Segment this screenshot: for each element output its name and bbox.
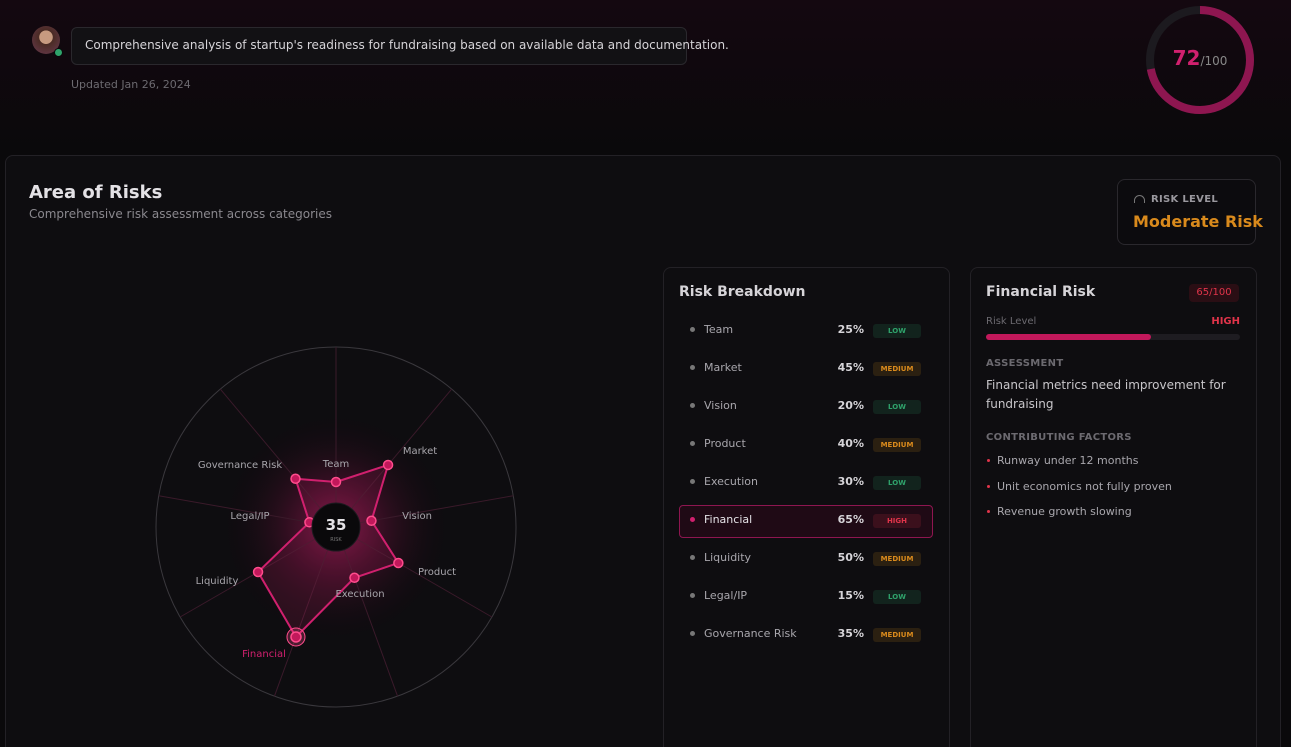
updated: Updated Jan 26, 2024 — [71, 78, 191, 91]
factor: Unit economics not fully proven — [997, 479, 1172, 493]
axis-line — [335, 526, 493, 618]
center-disc — [311, 502, 361, 552]
row-name: Vision — [704, 399, 737, 412]
radar-point — [330, 476, 342, 488]
radar-label: Liquidity — [196, 576, 239, 587]
gauge-icon — [1134, 195, 1145, 203]
assessment-label: ASSESSMENT — [986, 358, 1064, 369]
axis-line — [335, 495, 514, 528]
row-dot — [690, 517, 695, 522]
status-dot — [54, 48, 63, 57]
row-dot — [690, 365, 695, 370]
score-max: /100 — [1200, 54, 1228, 68]
radar-point — [382, 459, 394, 471]
radar-label: Vision — [402, 511, 432, 522]
risks-title: Area of Risks — [29, 182, 163, 203]
level: HIGH — [1211, 316, 1240, 327]
row-name: Legal/IP — [704, 589, 748, 602]
axis-line — [273, 526, 337, 697]
row-dot — [690, 327, 695, 332]
center-value: 35 — [326, 516, 347, 534]
score-ring — [1146, 6, 1254, 114]
factor: Revenue growth slowing — [997, 505, 1132, 518]
row-value: 20% — [837, 399, 864, 412]
radar-point — [349, 572, 360, 583]
risk-level-box — [1117, 179, 1256, 245]
row-value: 65% — [837, 513, 864, 526]
level-label: Risk Level — [986, 316, 1037, 327]
row-dot — [690, 593, 695, 598]
score-text: 72/100 — [1140, 46, 1260, 70]
row-badge: MEDIUM — [873, 362, 921, 376]
row-value: 35% — [837, 627, 864, 640]
radar-shape — [256, 463, 400, 639]
radar-point — [252, 566, 264, 578]
row-badge: MEDIUM — [873, 438, 921, 452]
detail-score: 65/100 — [1189, 284, 1239, 302]
row-value: 15% — [837, 589, 864, 602]
row-dot — [690, 403, 695, 408]
row-value: 50% — [837, 551, 864, 564]
row-dot — [690, 441, 695, 446]
risk-level-value: Moderate Risk — [1133, 212, 1263, 231]
factor-dot — [987, 484, 990, 488]
row-badge: MEDIUM — [873, 552, 921, 566]
radar-label: Governance Risk — [198, 460, 282, 471]
detail-panel — [970, 267, 1257, 747]
row-value: 45% — [837, 361, 864, 374]
radar-label: Execution — [335, 589, 384, 600]
row-value: 25% — [837, 323, 864, 336]
row-name: Governance Risk — [704, 627, 797, 640]
center-label: RISK — [330, 537, 342, 543]
row-highlight — [679, 505, 933, 538]
row-name: Market — [704, 361, 742, 374]
factor: Runway under 12 months — [997, 454, 1139, 467]
radar-label: Legal/IP — [230, 511, 269, 522]
row-badge: HIGH — [873, 514, 921, 528]
axis-line — [219, 388, 337, 528]
axis-line — [335, 388, 453, 528]
score-value: 72 — [1172, 46, 1201, 70]
row-badge: MEDIUM — [873, 628, 921, 642]
row-badge: LOW — [873, 324, 921, 338]
radar-point — [290, 473, 301, 484]
description-box — [71, 27, 687, 65]
risks-subtitle: Comprehensive risk assessment across cat… — [29, 207, 332, 221]
risk-level-label: RISK LEVEL — [1151, 194, 1218, 205]
axis-line — [335, 526, 399, 697]
breakdown-title: Risk Breakdown — [679, 284, 806, 300]
level-bar — [986, 334, 1152, 340]
ring-progress — [1146, 6, 1254, 114]
radar-point — [290, 631, 302, 643]
description: Comprehensive analysis of startup's read… — [85, 38, 729, 52]
row-value: 30% — [837, 475, 864, 488]
row-value: 40% — [837, 437, 864, 450]
radar-label: Product — [418, 567, 456, 578]
factor-dot — [987, 459, 990, 462]
row-dot — [690, 631, 695, 636]
row-name: Product — [704, 437, 746, 450]
radar-point — [366, 515, 377, 526]
row-badge: LOW — [873, 476, 921, 490]
row-name: Financial — [704, 513, 753, 526]
radar-label: Financial — [242, 649, 286, 660]
row-dot — [690, 555, 695, 560]
radar-label: Market — [403, 446, 437, 457]
row-name: Execution — [704, 475, 758, 488]
row-badge: LOW — [873, 400, 921, 414]
radar-chart: Team Market Vision Product Execution Financia… — [155, 346, 517, 708]
row-name: Team — [704, 323, 734, 336]
row-badge: LOW — [873, 590, 921, 604]
radar-label: Team — [322, 459, 349, 470]
detail-title: Financial Risk — [986, 284, 1096, 300]
factor-dot — [987, 510, 990, 513]
factors-label: CONTRIBUTING FACTORS — [986, 432, 1132, 443]
row-name: Liquidity — [704, 551, 752, 564]
assessment: Financial metrics need improvement for f… — [986, 378, 1226, 411]
radar-point — [393, 557, 404, 569]
row-dot — [690, 479, 695, 484]
